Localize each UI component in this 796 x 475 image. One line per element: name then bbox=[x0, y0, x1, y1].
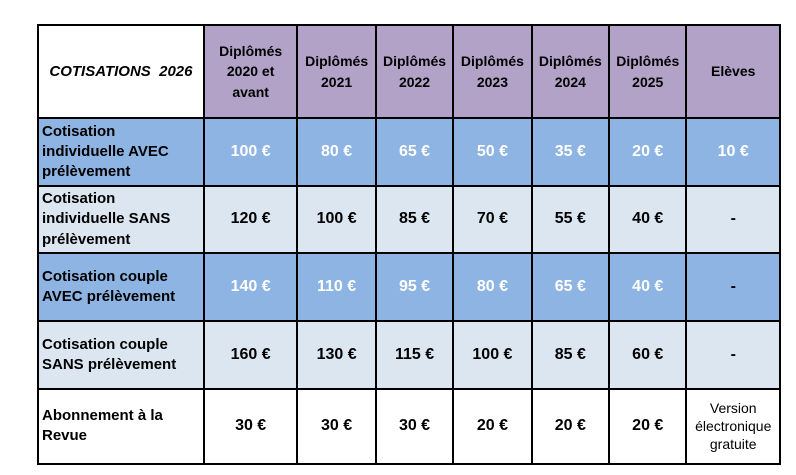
value-cell: 20 € bbox=[452, 387, 533, 465]
row-label: Cotisation couple AVEC prélèvement bbox=[37, 251, 205, 322]
value-cell: 55 € bbox=[530, 185, 611, 254]
table-row: Cotisation couple AVEC prélèvement 140 €1… bbox=[37, 251, 781, 322]
row-label: Cotisation individuelle SANS prélèvement bbox=[37, 185, 205, 254]
header-row: COTISATIONS 2026 Diplômés 2020 et avant D… bbox=[37, 24, 781, 119]
value-cell: 50 € bbox=[452, 117, 533, 187]
column-header: Diplômés 2020 et avant bbox=[202, 24, 299, 119]
value-cell: 100 € bbox=[202, 117, 299, 187]
column-header: Elèves bbox=[685, 24, 781, 119]
value-cell: 40 € bbox=[608, 185, 688, 254]
value-cell: - bbox=[685, 319, 781, 390]
table-row: Cotisation individuelle SANS prélèvement… bbox=[37, 185, 781, 254]
value-cell: 40 € bbox=[608, 251, 688, 322]
table-row: Cotisation couple SANS prélèvement 160 €1… bbox=[37, 319, 781, 390]
value-cell: - bbox=[685, 185, 781, 254]
value-cell: 20 € bbox=[608, 117, 688, 187]
value-cell: 115 € bbox=[374, 319, 455, 390]
value-cell: 100 € bbox=[452, 319, 533, 390]
value-cell: 85 € bbox=[374, 185, 455, 254]
value-cell: 60 € bbox=[608, 319, 688, 390]
column-header: Diplômés 2023 bbox=[452, 24, 533, 119]
table-row: Cotisation individuelle AVEC prélèvement… bbox=[37, 117, 781, 187]
column-header: Diplômés 2025 bbox=[608, 24, 688, 119]
value-cell: - bbox=[685, 251, 781, 322]
value-cell: 95 € bbox=[374, 251, 455, 322]
value-cell: 100 € bbox=[296, 185, 377, 254]
value-cell: 80 € bbox=[296, 117, 377, 187]
value-cell: 70 € bbox=[452, 185, 533, 254]
value-cell: 140 € bbox=[202, 251, 299, 322]
table-title: COTISATIONS 2026 bbox=[37, 24, 205, 119]
value-cell: 80 € bbox=[452, 251, 533, 322]
value-cell: 110 € bbox=[296, 251, 377, 322]
value-cell: 20 € bbox=[530, 387, 611, 465]
row-label: Cotisation individuelle AVEC prélèvement bbox=[37, 117, 205, 187]
value-cell: 130 € bbox=[296, 319, 377, 390]
value-cell: 20 € bbox=[608, 387, 688, 465]
row-label: Cotisation couple SANS prélèvement bbox=[37, 319, 205, 390]
value-cell: 35 € bbox=[530, 117, 611, 187]
row-label: Abonnement à la Revue bbox=[37, 387, 205, 465]
column-header: Diplômés 2022 bbox=[374, 24, 455, 119]
value-cell: 30 € bbox=[296, 387, 377, 465]
value-cell: 65 € bbox=[374, 117, 455, 187]
value-cell: 65 € bbox=[530, 251, 611, 322]
column-header: Diplômés 2024 bbox=[530, 24, 611, 119]
value-cell: Version électronique gratuite bbox=[685, 387, 781, 465]
cotisations-table: COTISATIONS 2026 Diplômés 2020 et avant D… bbox=[37, 24, 781, 465]
value-cell: 160 € bbox=[202, 319, 299, 390]
value-cell: 85 € bbox=[530, 319, 611, 390]
value-cell: 30 € bbox=[202, 387, 299, 465]
value-cell: 30 € bbox=[374, 387, 455, 465]
table-row: Abonnement à la Revue 30 €30 €30 €20 €20 … bbox=[37, 387, 781, 465]
column-header: Diplômés 2021 bbox=[296, 24, 377, 119]
value-cell: 10 € bbox=[685, 117, 781, 187]
value-cell: 120 € bbox=[202, 185, 299, 254]
